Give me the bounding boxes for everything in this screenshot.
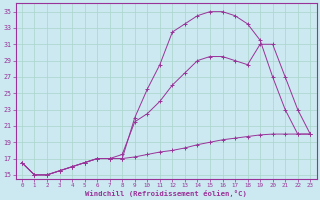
X-axis label: Windchill (Refroidissement éolien,°C): Windchill (Refroidissement éolien,°C) xyxy=(85,190,247,197)
